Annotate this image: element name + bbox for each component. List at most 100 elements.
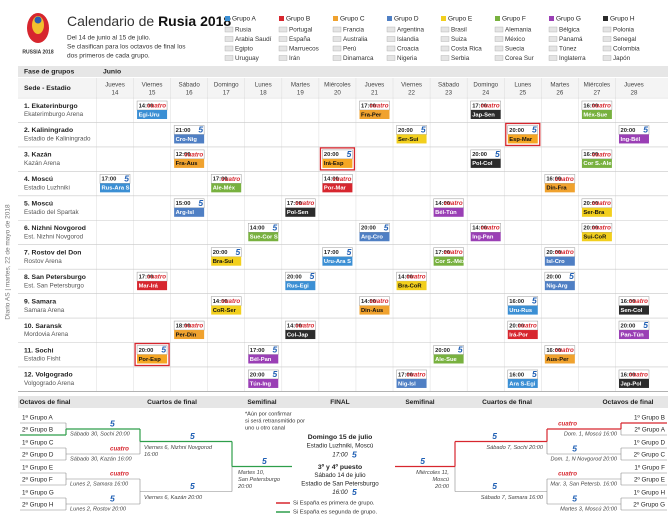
team-name: Portugal: [289, 27, 312, 34]
team-name: Perú: [343, 46, 357, 53]
match-team-box: [174, 134, 205, 144]
flag: [548, 55, 558, 61]
qf-info: Sábado 7, Sochi 20:00: [486, 445, 543, 451]
flag: [602, 45, 612, 52]
flag: [386, 55, 396, 61]
match-teams: Rus-Egi: [287, 283, 309, 289]
flag: [224, 55, 234, 61]
match-time: 17:00: [361, 103, 376, 109]
channel-telecinco: 5: [273, 369, 278, 379]
match-team-box: [581, 158, 612, 168]
match-team-box: [248, 354, 279, 364]
flag: [332, 36, 342, 42]
match-time: 16:00: [509, 299, 524, 305]
channel-telecinco: 5: [347, 149, 352, 159]
sf-info: 20:00: [237, 484, 253, 490]
channel-telecinco: 5: [262, 456, 267, 466]
final-line: Estadio Luzhniki, Moscú: [307, 443, 374, 450]
third-line: Sábado 14 de julio: [314, 472, 366, 479]
channel-cuatro: cuatro: [629, 371, 648, 378]
match-teams: Por-Esp: [139, 357, 162, 363]
flag: [386, 36, 396, 42]
team-name: Senegal: [613, 36, 636, 43]
match-teams: Jap-Pol: [620, 381, 641, 387]
venue-city: 7. Rostov del Don: [24, 249, 81, 256]
team-name: Arabia Saudí: [235, 36, 272, 43]
round-header: Semifinal: [405, 399, 434, 406]
r16-team: 1º Grupo B: [634, 415, 665, 422]
r16-team: 1º Grupo F: [634, 465, 665, 472]
match-teams: Ara S-Egi: [509, 381, 535, 387]
match-time: 20:00: [287, 274, 302, 280]
match-time: 16:00: [509, 372, 524, 378]
venue-stadium: Estadio Fisht: [24, 356, 61, 363]
channel-cuatro: cuatro: [370, 102, 389, 109]
flag: [440, 45, 450, 52]
title-pre: Calendario de: [67, 13, 158, 29]
match-team-box: [359, 232, 390, 242]
match-team-box: [137, 281, 168, 291]
match-team-box: [433, 354, 464, 364]
channel-cuatro: cuatro: [481, 102, 500, 109]
match-team-box: [581, 110, 612, 119]
match-time: 15:00: [176, 201, 191, 207]
round-header: Octavos de final: [603, 399, 654, 406]
match-time: 17:00: [250, 348, 265, 354]
match-time: 12:00: [176, 152, 191, 158]
match-time: 20:00: [583, 226, 598, 232]
match-team-box: [174, 158, 205, 168]
weekday: Jueves: [105, 82, 125, 89]
match-team-box: [618, 330, 649, 340]
group-swatch: [603, 16, 608, 21]
flag: [602, 26, 612, 33]
match-time: 16:00: [546, 177, 561, 183]
match-time: 17:00: [398, 372, 413, 378]
spain-highlight: [319, 147, 356, 171]
venue-stadium: Ekaterimburgo Arena: [24, 111, 84, 118]
match-teams: Uru-Ara S: [324, 259, 351, 265]
channel-telecinco: 5: [643, 320, 648, 330]
match-team-box: [137, 110, 168, 119]
match-time: 21:00: [176, 128, 191, 134]
team-name: Egipto: [235, 46, 253, 53]
day-number: 25: [519, 90, 526, 97]
legend-text: Si España es segunda de grupo.: [293, 510, 378, 516]
channel-cuatro: cuatro: [558, 421, 577, 428]
note: si será retransmitido por: [245, 418, 305, 424]
match-time: 20:00: [213, 250, 228, 256]
legend-text: Si España es primera de grupo.: [293, 501, 375, 507]
weekday: Martes: [550, 82, 569, 89]
match-time: 16:00: [620, 372, 635, 378]
channel-telecinco: 5: [124, 173, 129, 183]
team-name: Rusia: [235, 27, 252, 34]
round-header: Cuartos de final: [482, 399, 532, 406]
match-teams: Fra-Per: [361, 112, 382, 118]
r16-team: 2ª Grupo H: [22, 502, 54, 509]
team-name: Serbia: [451, 55, 470, 62]
r16-team: 1ª Grupo E: [22, 465, 53, 472]
flag: [440, 55, 450, 61]
team-name: Australia: [343, 36, 368, 43]
flag: [602, 36, 612, 42]
weekday: Lunes: [514, 82, 531, 89]
match-team-box: [433, 256, 464, 266]
match-time: 20:00: [472, 152, 487, 158]
channel-cuatro: cuatro: [147, 274, 166, 281]
match-teams: Ser-Bra: [583, 210, 605, 216]
logo-text: RUSSIA 2018: [22, 49, 53, 55]
day-number: 19: [297, 90, 304, 97]
weekday: Sábado: [178, 82, 200, 89]
match-teams: Ser-Sui: [398, 137, 419, 143]
channel-cuatro: cuatro: [555, 249, 574, 256]
match-team-box: [322, 183, 353, 193]
flag: [224, 45, 234, 52]
flag: [332, 26, 342, 33]
team-name: Croacia: [397, 46, 419, 53]
note: uno u otro canal: [245, 425, 285, 431]
match-teams: Aus-Per: [546, 357, 569, 363]
match-team-box: [544, 183, 575, 193]
weekday: Jueves: [624, 82, 644, 89]
match-time: 18:00: [176, 323, 191, 329]
match-team-box: [507, 134, 538, 144]
flag: [278, 26, 288, 33]
